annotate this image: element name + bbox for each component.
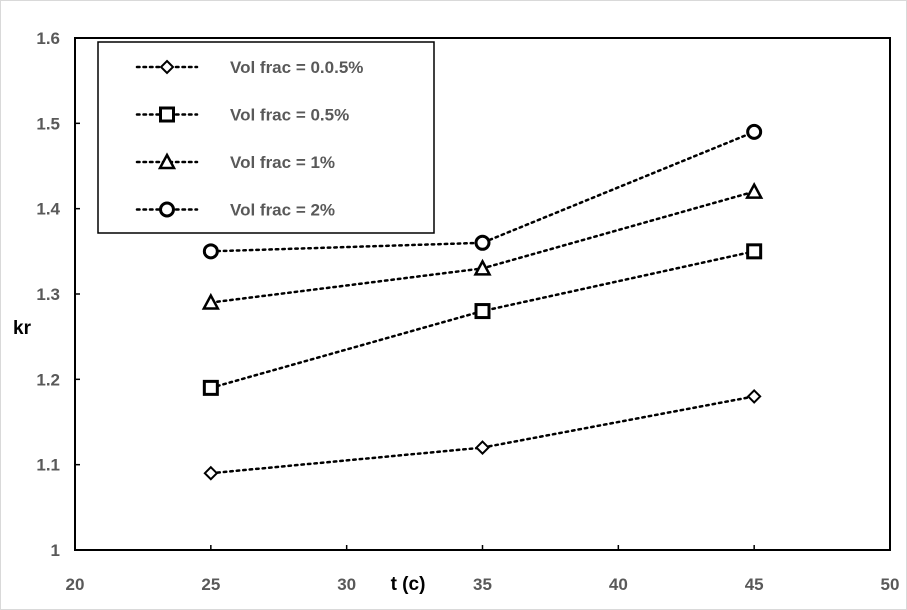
legend-marker-triangle-icon [157,152,177,170]
data-point [473,258,492,276]
data-point [202,243,219,260]
x-tick-label: 25 [201,575,220,594]
data-point [474,234,491,251]
data-point [746,123,763,140]
legend-box [97,41,435,234]
legend-marker-square-icon [159,106,175,123]
legend-marker-diamond-icon [159,59,175,75]
y-tick-label: 1.3 [36,285,60,304]
data-point [746,388,762,404]
y-tick-label: 1.4 [36,200,60,219]
legend-entry: Vol frac = 2% [135,201,335,220]
legend-entry: Vol frac = 1% [135,152,335,172]
y-tick-label: 1 [51,541,60,560]
x-tick-label: 40 [609,575,628,594]
x-axis-label: t (c) [391,574,426,595]
axes [74,37,891,551]
x-tick-label: 50 [881,575,900,594]
legend-marker-circle-icon [159,201,175,218]
data-point [746,243,763,260]
legend-label: Vol frac = 0.0.5% [230,58,363,77]
x-tick-label: 30 [337,575,356,594]
x-tick-label: 20 [66,575,85,594]
data-point [202,379,219,396]
legend-label: Vol frac = 1% [230,153,335,172]
y-tick-label: 1.1 [36,456,60,475]
x-tick-label: 45 [745,575,764,594]
y-tick-label: 1.2 [36,370,60,389]
y-tick-label: 1.6 [36,29,60,48]
y-tick-label: 1.5 [36,114,60,133]
series-diamond [203,388,762,481]
legend: Vol frac = 0.0.5% Vol frac = 0.5% Vol frac… [97,41,435,234]
legend-entry: Vol frac = 0.0.5% [135,58,363,77]
data-point [474,303,491,320]
series-circle [202,123,763,260]
data-point [475,440,490,456]
data-point [201,292,220,310]
legend-label: Vol frac = 2% [230,201,335,220]
legend-label: Vol frac = 0.5% [230,106,349,125]
data-point [745,181,764,199]
series-layer [201,123,764,481]
series-triangle [201,181,764,310]
y-axis-label: kr [13,318,32,339]
data-point [203,465,219,481]
legend-entry: Vol frac = 0.5% [135,106,349,125]
tick-labels: 20 25 30 35 40 45 50 1 1.1 1.2 1.3 1.4 1.5 1.6 [36,29,899,594]
x-tick-label: 35 [473,575,492,594]
series-square [202,243,763,396]
